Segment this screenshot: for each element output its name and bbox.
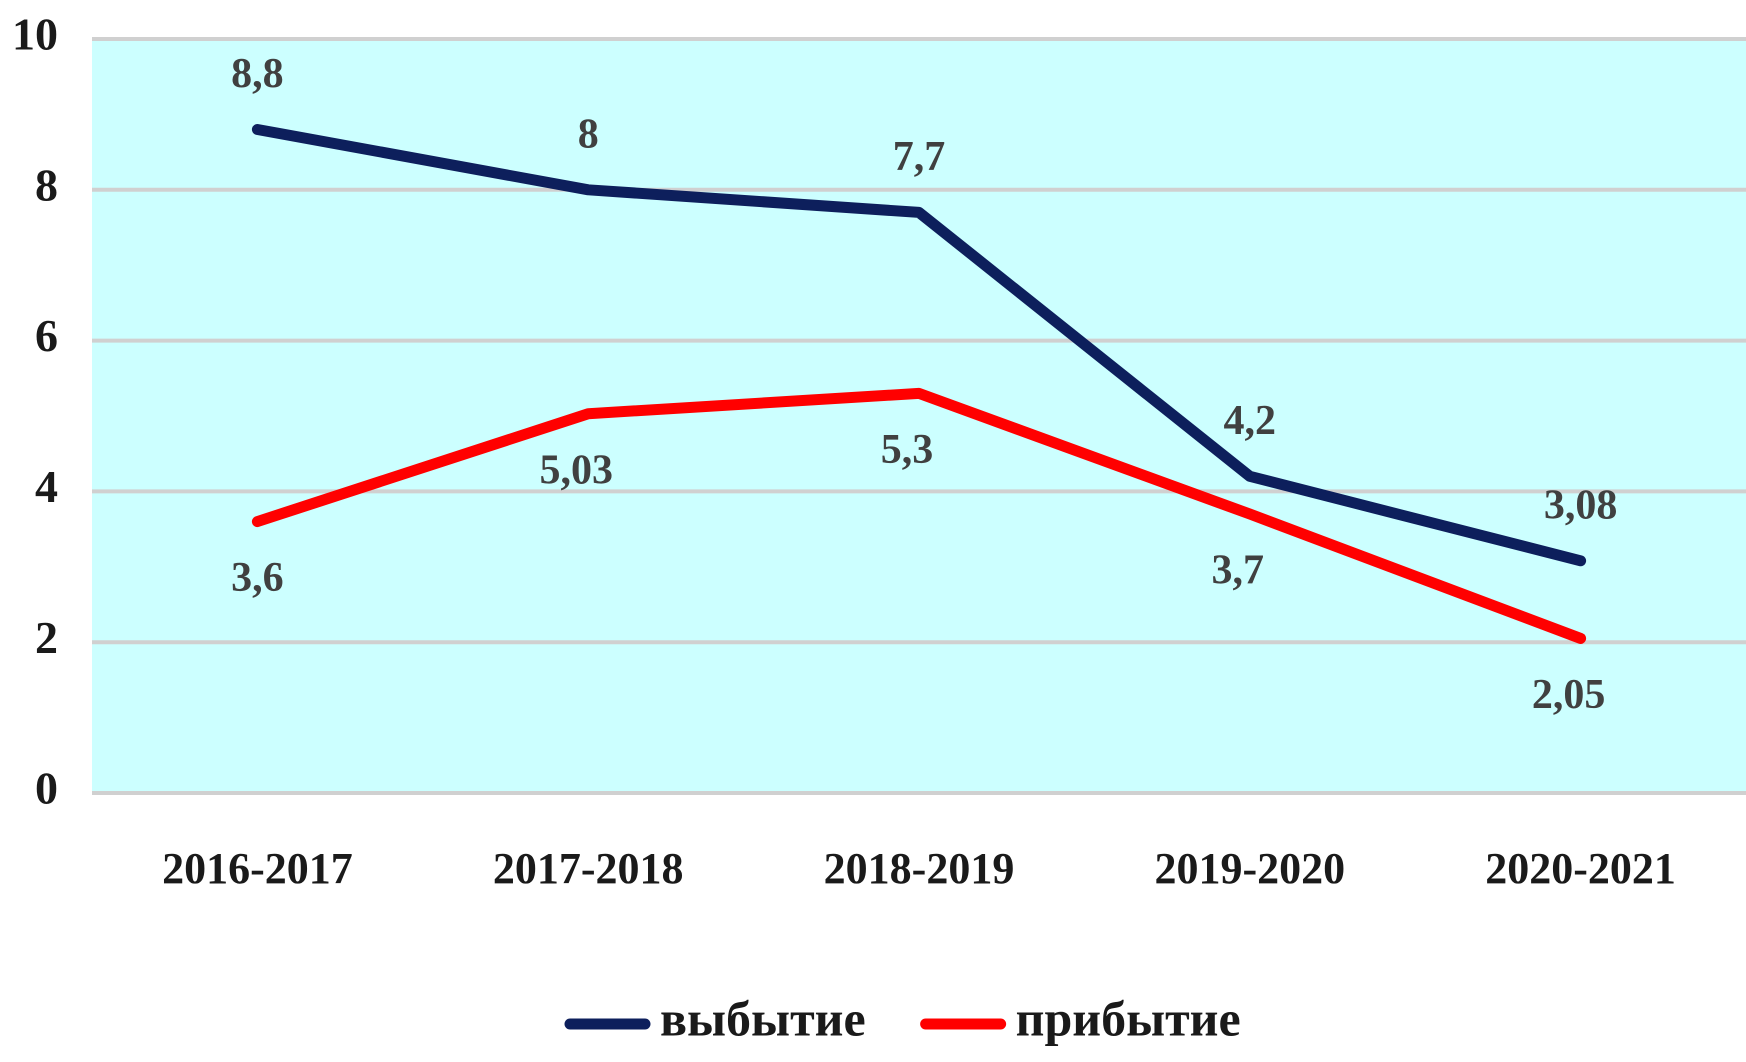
series-line xyxy=(251,387,1587,644)
data-label: 3,6 xyxy=(231,555,284,601)
legend-label: прибытие xyxy=(1016,990,1241,1046)
y-tick-label: 2 xyxy=(35,612,58,663)
x-tick-label: 2016-2017 xyxy=(162,844,353,893)
y-tick-label: 0 xyxy=(35,763,58,814)
legend-label: выбытие xyxy=(660,990,866,1046)
y-tick-label: 4 xyxy=(35,461,58,512)
data-label: 8 xyxy=(578,111,599,157)
x-tick-label: 2019-2020 xyxy=(1154,844,1345,893)
data-label: 2,05 xyxy=(1532,672,1606,718)
plot-area xyxy=(92,39,1746,793)
x-tick-label: 2018-2019 xyxy=(824,844,1015,893)
data-label: 3,08 xyxy=(1544,482,1618,528)
x-tick-label: 2020-2021 xyxy=(1485,844,1676,893)
data-label: 3,7 xyxy=(1212,548,1265,594)
y-tick-label: 6 xyxy=(35,310,58,361)
y-tick-label: 10 xyxy=(12,9,58,60)
data-label: 8,8 xyxy=(231,51,284,97)
data-label: 4,2 xyxy=(1224,398,1277,444)
y-tick-label: 8 xyxy=(35,159,58,210)
data-label: 7,7 xyxy=(893,134,946,180)
data-label: 5,03 xyxy=(539,447,613,493)
series-line xyxy=(251,123,1587,567)
data-label: 5,3 xyxy=(881,427,934,473)
x-tick-label: 2017-2018 xyxy=(493,844,684,893)
